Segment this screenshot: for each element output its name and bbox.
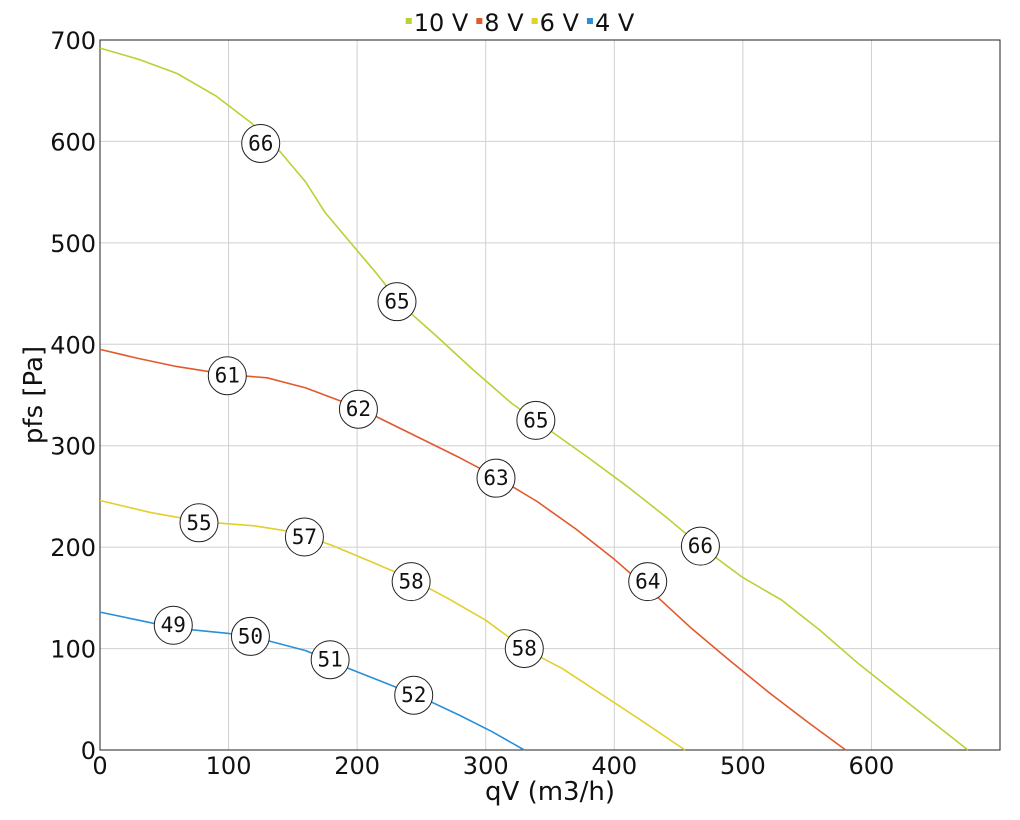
legend-label: 6 V bbox=[540, 9, 580, 37]
x-tick-label: 200 bbox=[334, 752, 380, 780]
annotation-circle bbox=[504, 629, 544, 669]
annotation-label: 61 bbox=[215, 364, 240, 388]
annotation-circle bbox=[153, 605, 193, 645]
legend-label: 10 V bbox=[414, 9, 469, 37]
annotation-bubble: 57 bbox=[284, 517, 324, 557]
annotation-bubble: 64 bbox=[628, 562, 668, 602]
x-tick-labels: 0 100 200 300 400 500 600 bbox=[92, 752, 894, 780]
x-tick-label: 0 bbox=[92, 752, 107, 780]
y-tick-labels: 0 100 200 300 400 500 600 700 bbox=[50, 27, 96, 765]
x-axis-title: qV (m3/h) bbox=[485, 777, 615, 807]
legend-item: 10 V bbox=[405, 9, 469, 37]
x-tick-label: 600 bbox=[849, 752, 895, 780]
annotation-bubble: 58 bbox=[504, 629, 544, 669]
annotation-layer: 66 65 65 66 61 62 63 64 55 57 58 58 49 50 51 52 bbox=[153, 123, 720, 715]
annotation-bubble: 63 bbox=[476, 458, 516, 498]
y-tick-label: 700 bbox=[50, 27, 96, 55]
y-tick-label: 600 bbox=[50, 128, 96, 156]
annotation-circle bbox=[284, 517, 324, 557]
y-tick-label: 400 bbox=[50, 331, 96, 359]
annotation-label: 58 bbox=[512, 637, 537, 661]
legend-item: 6 V bbox=[531, 9, 580, 37]
annotation-label: 65 bbox=[523, 408, 548, 432]
annotation-circle bbox=[179, 503, 219, 543]
annotation-label: 49 bbox=[161, 613, 186, 637]
series-line-8v bbox=[99, 348, 847, 751]
legend-swatch bbox=[476, 18, 483, 24]
annotation-bubble: 62 bbox=[338, 389, 378, 429]
annotation-label: 50 bbox=[238, 624, 263, 648]
annotation-label: 62 bbox=[346, 397, 371, 421]
legend-label: 8 V bbox=[484, 9, 524, 37]
annotation-circle bbox=[394, 675, 434, 715]
x-tick-label: 300 bbox=[463, 752, 509, 780]
x-tick-label: 100 bbox=[206, 752, 252, 780]
annotation-circle bbox=[680, 526, 720, 566]
y-axis-title: pfs [Pa] bbox=[19, 346, 49, 444]
annotation-label: 52 bbox=[401, 683, 426, 707]
annotation-bubble: 52 bbox=[394, 675, 434, 715]
annotation-circle bbox=[628, 562, 668, 602]
x-tick-label: 400 bbox=[591, 752, 637, 780]
annotation-bubble: 49 bbox=[153, 605, 193, 645]
y-tick-label: 200 bbox=[50, 534, 96, 562]
annotation-bubble: 58 bbox=[391, 562, 431, 602]
y-tick-label: 100 bbox=[50, 636, 96, 664]
annotation-circle bbox=[241, 123, 281, 163]
annotation-bubble: 51 bbox=[310, 640, 350, 680]
annotation-circle bbox=[391, 562, 431, 602]
legend: 10 V 8 V 6 V 4 V bbox=[405, 9, 635, 37]
annotation-label: 58 bbox=[398, 570, 423, 594]
legend-item: 4 V bbox=[586, 9, 635, 37]
annotation-label: 66 bbox=[688, 534, 713, 558]
annotation-circle bbox=[310, 640, 350, 680]
y-tick-label: 0 bbox=[81, 737, 96, 765]
annotation-circle bbox=[207, 356, 247, 396]
annotation-label: 63 bbox=[483, 466, 508, 490]
y-tick-label: 500 bbox=[50, 230, 96, 258]
legend-swatch bbox=[586, 18, 593, 24]
annotation-circle bbox=[516, 400, 556, 440]
annotation-label: 64 bbox=[635, 570, 660, 594]
plot-frame bbox=[99, 39, 1001, 751]
annotation-bubble: 61 bbox=[207, 356, 247, 396]
annotation-circle bbox=[230, 616, 270, 656]
annotation-bubble: 55 bbox=[179, 503, 219, 543]
annotation-circle bbox=[338, 389, 378, 429]
annotation-label: 55 bbox=[186, 511, 211, 535]
legend-swatch bbox=[531, 18, 538, 24]
annotation-circle bbox=[377, 282, 417, 322]
annotation-circle bbox=[476, 458, 516, 498]
annotation-bubble: 50 bbox=[230, 616, 270, 656]
annotation-label: 51 bbox=[317, 648, 342, 672]
annotation-bubble: 66 bbox=[241, 123, 281, 163]
legend-item: 8 V bbox=[476, 9, 524, 37]
annotation-label: 66 bbox=[248, 131, 273, 155]
y-tick-label: 300 bbox=[50, 433, 96, 461]
annotation-bubble: 65 bbox=[377, 282, 417, 322]
legend-label: 4 V bbox=[595, 9, 635, 37]
annotation-bubble: 65 bbox=[516, 400, 556, 440]
annotation-label: 57 bbox=[292, 525, 317, 549]
annotation-label: 65 bbox=[384, 290, 409, 314]
x-tick-label: 500 bbox=[720, 752, 766, 780]
legend-swatch bbox=[405, 18, 412, 24]
annotation-bubble: 66 bbox=[680, 526, 720, 566]
